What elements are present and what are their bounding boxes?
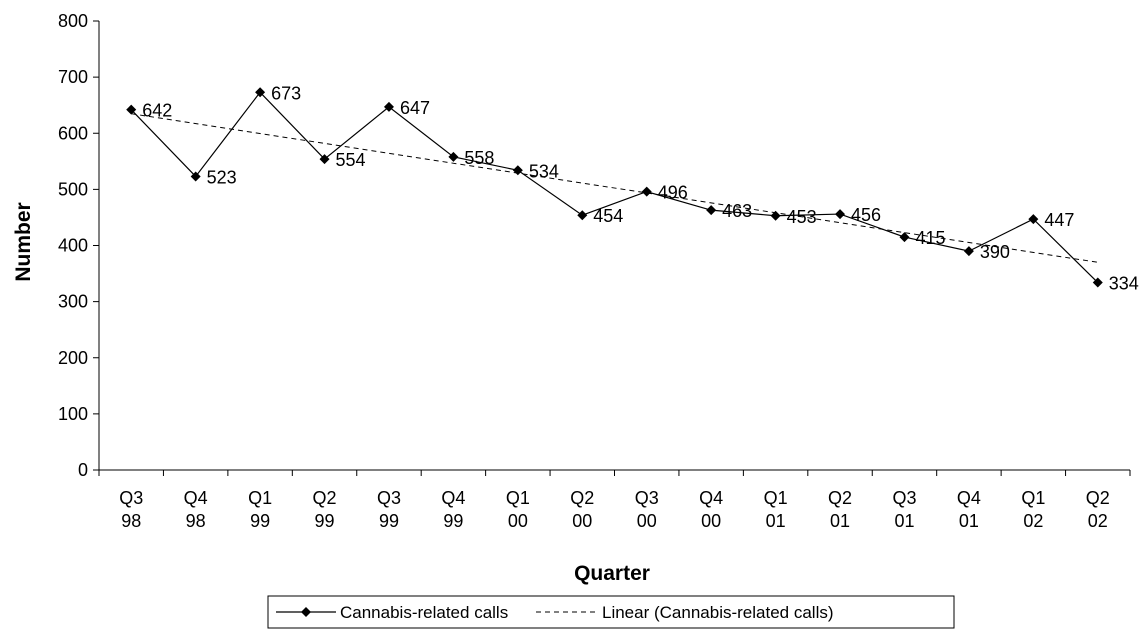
data-point-marker bbox=[706, 205, 717, 216]
data-label: 463 bbox=[722, 201, 752, 221]
data-label: 673 bbox=[271, 83, 301, 103]
y-tick-label: 400 bbox=[58, 236, 88, 256]
y-tick-label: 600 bbox=[58, 123, 88, 143]
legend-series-marker bbox=[301, 607, 311, 617]
data-point-marker bbox=[1092, 277, 1103, 288]
x-axis-ticks: Q3 98 Q4 98 Q1 99 Q2 99 Q3 99 Q4 99 Q1 00 Q2 00 Q3 00 Q4 00… bbox=[98, 470, 1131, 531]
y-tick-label: 200 bbox=[58, 348, 88, 368]
x-tick-label: Q4 99 bbox=[441, 488, 465, 531]
x-tick-label: Q4 98 bbox=[184, 488, 208, 531]
x-tick-label: Q4 00 bbox=[699, 488, 723, 531]
x-tick-label: Q2 99 bbox=[313, 488, 337, 531]
data-label: 523 bbox=[207, 167, 237, 187]
data-point-marker bbox=[899, 232, 910, 243]
data-label: 454 bbox=[593, 206, 623, 226]
data-point-marker bbox=[835, 209, 846, 220]
data-point-marker bbox=[383, 101, 394, 112]
data-label: 456 bbox=[851, 205, 881, 225]
x-tick-label: Q3 01 bbox=[892, 488, 916, 531]
x-tick-label: Q3 98 bbox=[119, 488, 143, 531]
data-point-marker bbox=[190, 171, 201, 182]
legend-series-label: Cannabis-related calls bbox=[340, 603, 508, 622]
data-label: 415 bbox=[915, 228, 945, 248]
data-label: 447 bbox=[1044, 210, 1074, 230]
y-tick-label: 300 bbox=[58, 292, 88, 312]
x-tick-label: Q3 99 bbox=[377, 488, 401, 531]
data-point-marker bbox=[319, 154, 330, 165]
data-label: 390 bbox=[980, 242, 1010, 262]
y-tick-label: 700 bbox=[58, 67, 88, 87]
data-markers bbox=[126, 87, 1103, 288]
data-point-marker bbox=[126, 104, 137, 115]
y-tick-label: 500 bbox=[58, 179, 88, 199]
x-tick-label: Q1 00 bbox=[506, 488, 530, 531]
data-label: 496 bbox=[658, 183, 688, 203]
y-tick-label: 100 bbox=[58, 404, 88, 424]
data-point-marker bbox=[255, 87, 266, 98]
y-tick-label: 0 bbox=[78, 460, 88, 480]
legend-box bbox=[267, 595, 955, 629]
data-label: 647 bbox=[400, 98, 430, 118]
data-label: 554 bbox=[336, 150, 366, 170]
data-point-marker bbox=[770, 210, 781, 221]
data-label: 534 bbox=[529, 161, 559, 181]
data-label: 453 bbox=[787, 207, 817, 227]
x-tick-label: Q2 01 bbox=[828, 488, 852, 531]
data-point-marker bbox=[963, 246, 974, 257]
data-label: 558 bbox=[464, 148, 494, 168]
series-line-cannabis-calls bbox=[130, 91, 1099, 283]
legend: Cannabis-related calls Linear (Cannabis-… bbox=[267, 595, 955, 629]
x-tick-label: Q1 01 bbox=[764, 488, 788, 531]
data-point-marker bbox=[1028, 214, 1039, 225]
y-axis-title: Number bbox=[12, 202, 35, 281]
data-point-marker bbox=[448, 151, 459, 162]
x-tick-label: Q3 00 bbox=[635, 488, 659, 531]
y-tick-label: 800 bbox=[58, 11, 88, 31]
x-tick-label: Q1 02 bbox=[1021, 488, 1045, 531]
data-point-marker bbox=[577, 210, 588, 221]
y-axis-ticks: 0 100 200 300 400 500 600 700 800 bbox=[58, 11, 99, 480]
x-axis-title: Quarter bbox=[574, 562, 650, 585]
data-point-marker bbox=[512, 165, 523, 176]
linear-trendline bbox=[131, 113, 1098, 263]
x-tick-label: Q1 99 bbox=[248, 488, 272, 531]
x-tick-label: Q2 02 bbox=[1086, 488, 1110, 531]
data-labels: 642 523 673 554 647 558 534 454 496 463 453 456 415 3… bbox=[142, 83, 1139, 293]
legend-trend-label: Linear (Cannabis-related calls) bbox=[602, 603, 834, 622]
x-tick-label: Q4 01 bbox=[957, 488, 981, 531]
x-tick-label: Q2 00 bbox=[570, 488, 594, 531]
data-label: 334 bbox=[1109, 274, 1139, 294]
data-point-marker bbox=[641, 186, 652, 197]
data-label: 642 bbox=[142, 101, 172, 121]
